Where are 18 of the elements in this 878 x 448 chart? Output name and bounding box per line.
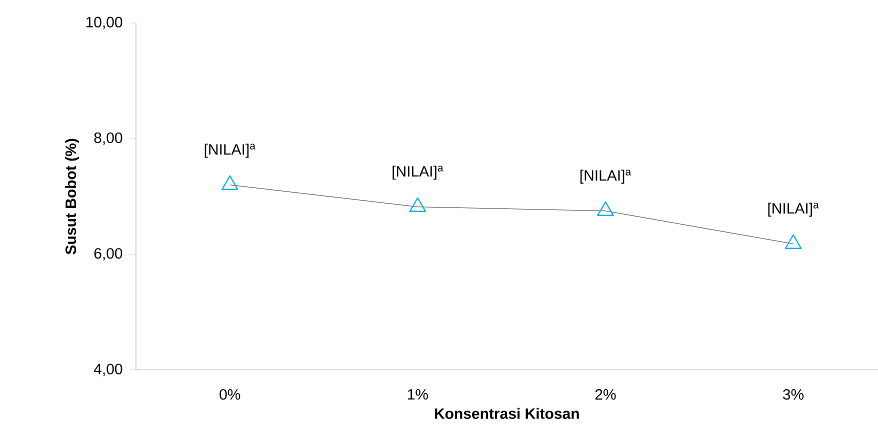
point [784,234,802,250]
y-axis-title: Susut Bobot (%) [65,138,80,254]
annotation: [NILAI]$^{a}$ [204,144,256,158]
annotation: [NILAI]$^{a}$ [768,202,819,217]
y-tick-label: 4,00 [94,364,122,376]
point [597,201,614,216]
annotation: [NILAI]$^{a}$ [392,166,444,180]
point [409,197,426,212]
y-tick-label: 8,00 [94,132,122,145]
annotation: [NILAI]$^{a}$ [580,170,632,184]
x-tick-label: 3% [783,389,804,400]
x-tick-label: 0% [220,389,240,400]
x-tick-label: 2% [595,389,616,400]
y-tick-label: 6,00 [94,248,122,261]
point [221,175,238,190]
y-tick-label: 10,00 [86,16,122,30]
x-axis-title: Konsentrasi Kitosan [434,408,579,419]
x-tick-label: 1% [408,389,428,400]
